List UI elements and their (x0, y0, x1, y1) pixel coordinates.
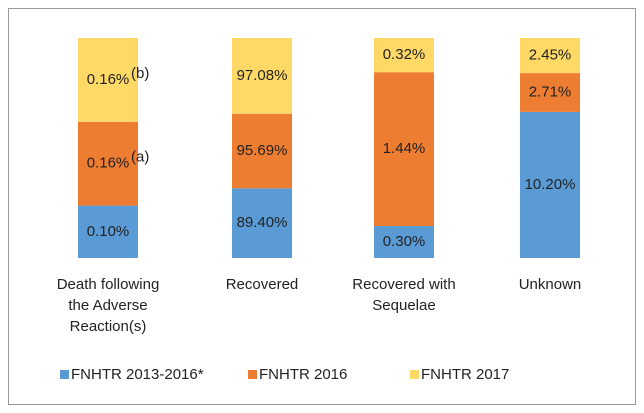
bar-segment (78, 38, 138, 122)
bar-segment (374, 72, 434, 226)
bar-segment (78, 205, 138, 258)
data-label: 0.30% (383, 233, 426, 250)
data-label: 0.32% (383, 46, 426, 63)
data-label: 10.20% (525, 176, 576, 193)
data-label: 1.44% (383, 140, 426, 157)
bar-segment (232, 113, 292, 189)
legend-swatch (248, 370, 257, 379)
data-label: 0.16% (87, 155, 130, 172)
x-tick-label: Sequelae (372, 297, 435, 314)
bar-segment (374, 38, 434, 73)
x-tick-label: Reaction(s) (70, 318, 147, 335)
bar-segment (232, 188, 292, 258)
x-tick-label: Recovered with (352, 276, 455, 293)
data-label: 2.71% (529, 83, 572, 100)
legend-label: FNHTR 2013-2016* (71, 366, 204, 383)
bar-segment (520, 73, 580, 112)
x-tick-label: Recovered (226, 276, 299, 293)
annotation: (b) (131, 65, 149, 82)
data-label: 0.16% (87, 71, 130, 88)
legend-label: FNHTR 2016 (259, 366, 347, 383)
bar-segment (520, 38, 580, 74)
annotation: (a) (131, 149, 149, 166)
x-tick-label: Death following (57, 276, 160, 293)
bar-segment (374, 225, 434, 258)
data-label: 89.40% (237, 214, 288, 231)
legend-swatch (60, 370, 69, 379)
x-tick-label: the Adverse (68, 297, 147, 314)
data-label: 0.10% (87, 223, 130, 240)
x-tick-label: Unknown (519, 276, 582, 293)
bar-segment (232, 38, 292, 114)
bar-segment (520, 111, 580, 258)
data-label: 97.08% (237, 67, 288, 84)
bar-segment (78, 121, 138, 206)
data-label: 95.69% (237, 142, 288, 159)
legend-label: FNHTR 2017 (421, 366, 509, 383)
legend-swatch (410, 370, 419, 379)
data-label: 2.45% (529, 47, 572, 64)
